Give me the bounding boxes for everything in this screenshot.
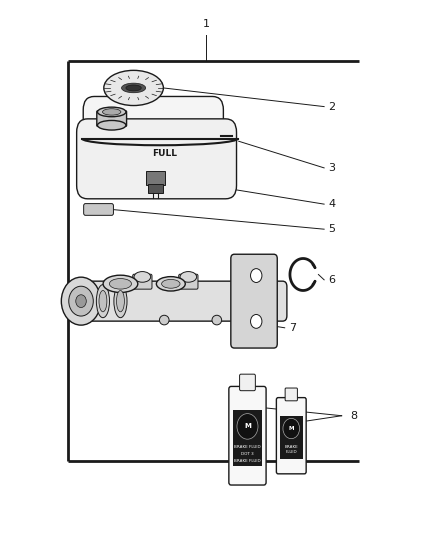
Bar [280,416,303,459]
Bar [146,171,165,185]
Circle shape [61,277,101,325]
Text: BRAKE FLUID: BRAKE FLUID [234,459,261,463]
Bar [233,409,261,466]
Circle shape [251,269,262,282]
Ellipse shape [114,285,127,318]
FancyBboxPatch shape [84,204,113,215]
Ellipse shape [110,279,131,289]
Text: BRAKE FLUID: BRAKE FLUID [234,445,261,449]
Ellipse shape [103,275,138,293]
Ellipse shape [121,83,145,93]
Circle shape [283,418,300,439]
Ellipse shape [134,271,151,282]
Text: FLUID: FLUID [286,450,297,454]
Ellipse shape [104,70,163,106]
Ellipse shape [126,85,141,91]
Ellipse shape [96,285,110,318]
Text: 2: 2 [328,102,336,111]
Ellipse shape [162,279,180,288]
FancyBboxPatch shape [77,119,237,199]
Text: BRAKE: BRAKE [284,445,298,449]
Text: FULL: FULL [152,149,177,158]
Ellipse shape [180,271,197,282]
FancyBboxPatch shape [83,96,223,176]
FancyBboxPatch shape [133,274,152,289]
FancyBboxPatch shape [231,254,277,348]
Ellipse shape [159,315,169,325]
Ellipse shape [97,107,126,117]
Text: 1: 1 [202,19,209,29]
FancyBboxPatch shape [285,388,297,401]
Ellipse shape [97,120,126,130]
Circle shape [69,286,93,316]
Ellipse shape [99,290,107,312]
FancyBboxPatch shape [72,281,287,321]
Text: DOT 3: DOT 3 [241,453,254,456]
Circle shape [251,314,262,328]
FancyBboxPatch shape [276,398,306,474]
Text: M: M [289,426,294,431]
Text: 7: 7 [289,323,296,333]
FancyBboxPatch shape [240,374,255,391]
Text: 6: 6 [328,275,336,285]
Bar [148,184,163,193]
Ellipse shape [156,277,185,291]
Text: 5: 5 [328,224,336,234]
Ellipse shape [117,290,124,312]
Text: 8: 8 [350,411,357,421]
FancyBboxPatch shape [229,386,266,485]
Text: 3: 3 [328,163,336,173]
Circle shape [76,295,86,308]
Ellipse shape [212,315,222,325]
FancyBboxPatch shape [97,111,127,126]
Circle shape [237,414,258,439]
Text: M: M [244,423,251,430]
Ellipse shape [102,109,121,115]
Text: 4: 4 [328,199,336,209]
FancyBboxPatch shape [179,274,198,289]
